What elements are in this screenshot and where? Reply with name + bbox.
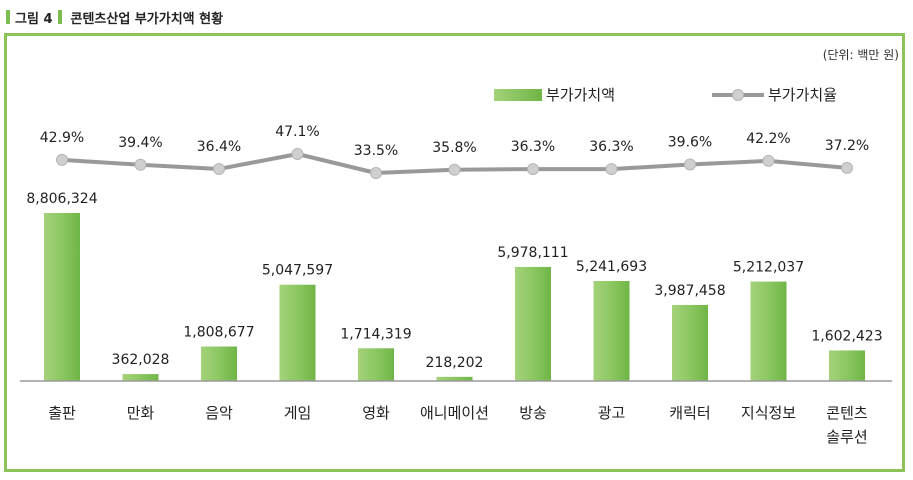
- rate-label-1: 39.4%: [118, 135, 162, 151]
- category-label-2: 음악: [205, 404, 233, 422]
- bar-7: [593, 281, 630, 381]
- bar-value-label-5: 218,202: [426, 355, 484, 371]
- rate-point-1: [134, 158, 147, 171]
- rate-label-2: 36.4%: [197, 139, 241, 155]
- bar-value-label-8: 3,987,458: [654, 283, 725, 299]
- bar-9: [750, 281, 787, 381]
- bar-1: [122, 374, 159, 381]
- bar-0: [44, 213, 80, 381]
- category-label-3: 게임: [284, 404, 312, 422]
- bar-6: [515, 266, 551, 381]
- figure-title: 그림 4 콘텐츠산업 부가가치액 현황: [6, 6, 223, 28]
- rate-point-5: [448, 163, 461, 176]
- category-label-6: 방송: [519, 404, 547, 422]
- rate-point-9: [762, 154, 775, 167]
- bar-value-label-10: 1,602,423: [811, 328, 882, 344]
- legend-line-swatch: [712, 88, 764, 101]
- rate-point-7: [605, 163, 618, 176]
- category-label-8: 캐릭터: [669, 404, 710, 422]
- legend-bar-swatch: [494, 88, 542, 101]
- legend-item-bar: 부가가치액: [494, 84, 615, 105]
- rate-label-6: 36.3%: [511, 139, 555, 155]
- rate-label-5: 35.8%: [432, 140, 476, 156]
- figure-label: 그림 4: [15, 11, 53, 27]
- category-label-0: 출판: [48, 404, 76, 422]
- figure-caption: 콘텐츠산업 부가가치액 현황: [70, 11, 224, 27]
- rate-label-0: 42.9%: [40, 130, 84, 146]
- rate-point-3: [291, 148, 304, 160]
- bar-value-label-1: 362,028: [112, 352, 170, 368]
- rate-label-7: 36.3%: [589, 139, 633, 155]
- bar-8: [672, 304, 708, 381]
- category-label-1: 만화: [127, 404, 155, 422]
- rate-point-10: [841, 161, 853, 174]
- legend-bar-label: 부가가치액: [546, 86, 616, 104]
- unit-label: (단위: 백만 원): [822, 48, 899, 62]
- rate-point-8: [684, 158, 696, 171]
- legend-line-label: 부가가치율: [768, 86, 838, 104]
- bar-value-label-0: 8,806,324: [26, 191, 97, 207]
- category-label-10-1: 솔루션: [826, 428, 867, 446]
- rate-point-4: [370, 167, 382, 179]
- bar-value-label-7: 5,241,693: [576, 259, 647, 275]
- bar-4: [358, 348, 394, 381]
- bar-10: [829, 350, 865, 381]
- bar-value-label-3: 5,047,597: [262, 263, 333, 279]
- bar-5: [436, 376, 473, 381]
- title-accent-mark: [6, 10, 10, 24]
- rate-label-3: 47.1%: [275, 124, 319, 140]
- rate-point-2: [213, 162, 225, 175]
- legend-item-line: 부가가치율: [712, 84, 837, 105]
- bar-value-label-2: 1,808,677: [183, 324, 254, 340]
- title-accent-mark-right: [57, 10, 62, 24]
- bar-value-label-6: 5,978,111: [497, 245, 568, 261]
- rate-point-0: [56, 153, 68, 166]
- rate-label-10: 37.2%: [825, 138, 869, 154]
- bar-3: [279, 284, 316, 381]
- category-label-10-0: 콘텐츠: [826, 404, 868, 422]
- bar-2: [201, 346, 237, 381]
- bar-value-label-4: 1,714,319: [340, 326, 411, 342]
- category-label-9: 지식정보: [741, 404, 796, 422]
- category-label-4: 영화: [362, 404, 390, 422]
- rate-label-4: 33.5%: [354, 143, 398, 159]
- category-label-5: 애니메이션: [420, 404, 489, 422]
- bar-value-label-9: 5,212,037: [733, 260, 804, 276]
- rate-label-8: 39.6%: [668, 134, 712, 150]
- rate-point-6: [527, 163, 539, 176]
- category-label-7: 광고: [598, 404, 626, 422]
- chart-frame: [4, 33, 905, 472]
- rate-label-9: 42.2%: [746, 131, 790, 147]
